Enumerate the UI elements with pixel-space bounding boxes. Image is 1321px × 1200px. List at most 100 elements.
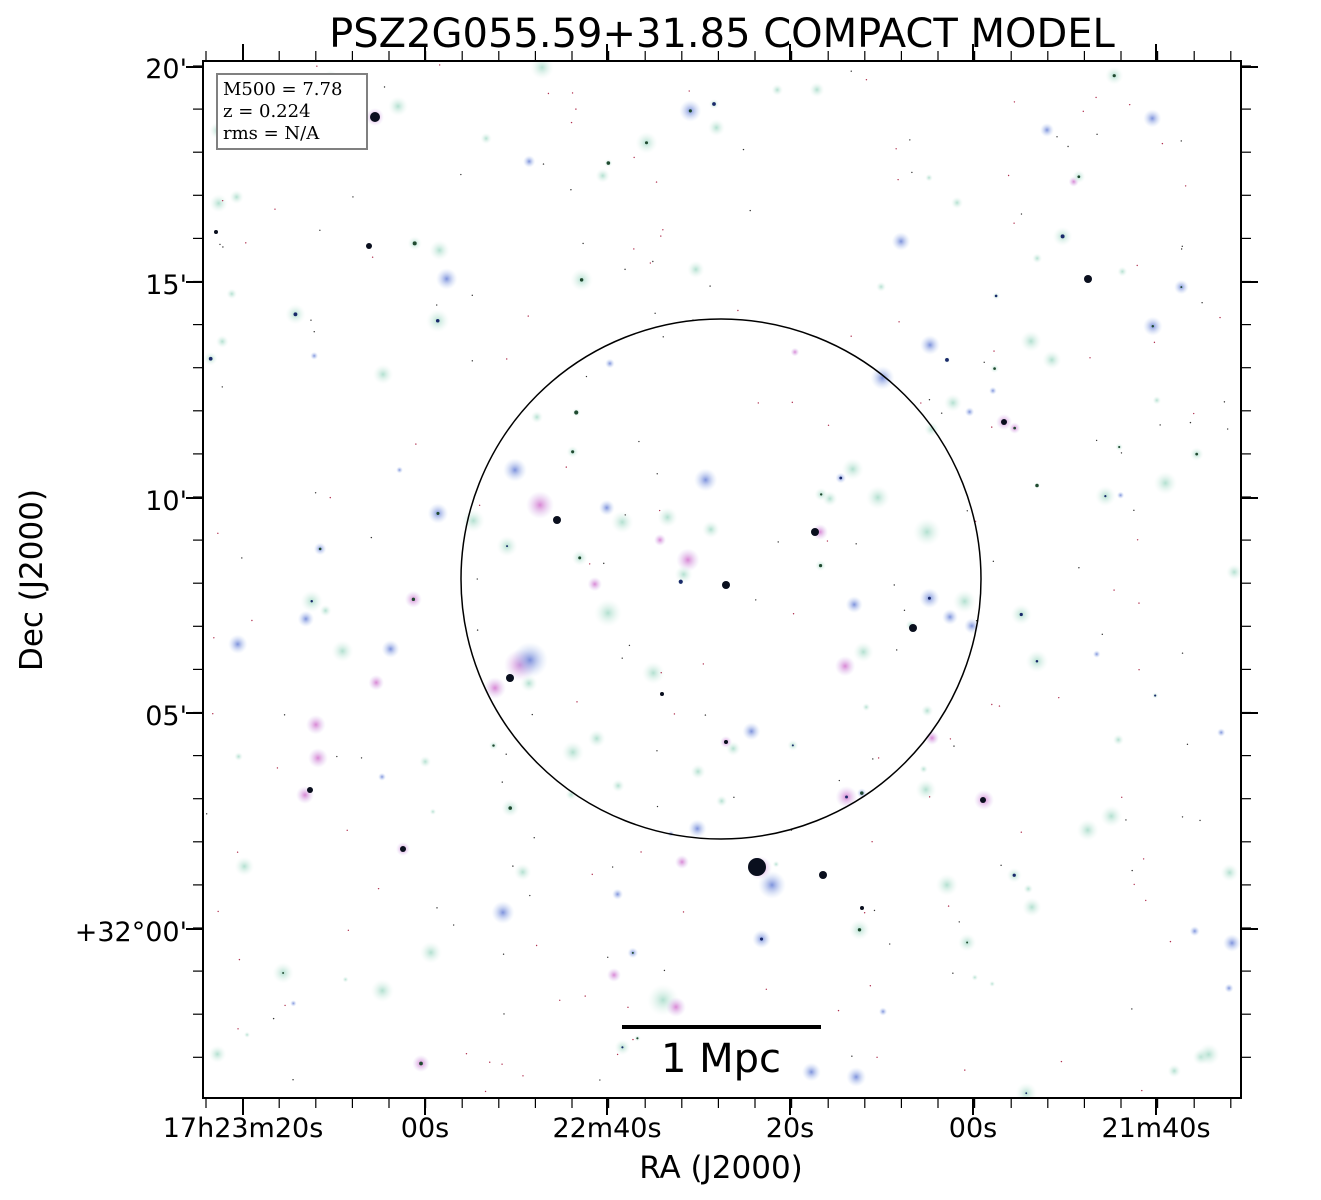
source-core <box>579 278 584 282</box>
radio-source <box>989 980 996 987</box>
source-core <box>757 402 760 404</box>
source-core <box>624 514 626 516</box>
info-redshift: z = 0.224 <box>223 101 311 122</box>
source-core <box>909 624 917 632</box>
extended-radio-source <box>594 599 622 627</box>
source-core <box>660 692 664 696</box>
source-core <box>662 336 664 338</box>
source-core <box>578 556 582 560</box>
source-core <box>1180 140 1182 142</box>
y-tick-label: 05' <box>145 701 187 732</box>
source-core <box>205 813 208 815</box>
source-core <box>662 229 664 231</box>
source-core <box>791 401 794 404</box>
source-core <box>1058 696 1060 699</box>
image-area <box>203 61 1241 1098</box>
radio-source <box>305 714 326 735</box>
source-core <box>221 199 224 202</box>
radio-source <box>809 82 825 98</box>
source-core <box>1184 185 1187 187</box>
source-core <box>1025 1092 1028 1095</box>
extended-radio-source <box>503 458 527 482</box>
source-core <box>370 536 373 539</box>
extended-radio-source <box>1040 123 1054 137</box>
source-core <box>898 321 900 323</box>
source-core <box>412 241 417 246</box>
source-core <box>400 846 406 852</box>
source-core <box>1161 142 1164 145</box>
radio-source <box>1117 266 1128 277</box>
source-core <box>531 713 533 716</box>
radio-source <box>952 589 977 614</box>
source-core <box>1112 74 1116 78</box>
source-core <box>1181 816 1184 818</box>
radio-source <box>429 240 450 261</box>
source-core <box>656 805 659 808</box>
source-core <box>636 1037 639 1040</box>
radio-source <box>342 976 349 983</box>
radio-source <box>1189 926 1200 937</box>
source-core <box>920 402 922 404</box>
source-core <box>251 619 253 622</box>
source-core <box>855 543 857 545</box>
source-core <box>983 361 985 364</box>
source-core <box>993 350 995 352</box>
source-core <box>522 1075 524 1077</box>
radio-source <box>1015 1082 1037 1098</box>
source-core <box>553 516 561 524</box>
source-core <box>214 230 218 234</box>
radio-source <box>290 1000 297 1007</box>
source-core <box>503 1013 505 1015</box>
radio-source <box>688 819 707 838</box>
radio-source <box>715 795 728 807</box>
radio-source <box>514 863 532 881</box>
source-core <box>533 837 535 839</box>
source-core <box>928 796 931 798</box>
x-axis-label: RA (J2000) <box>639 1150 803 1186</box>
source-core <box>1118 445 1121 449</box>
radio-source <box>396 466 403 474</box>
source-core <box>336 755 338 758</box>
y-tick-label: +32°00' <box>75 917 187 948</box>
source-core <box>827 424 830 426</box>
radio-source <box>865 485 890 510</box>
source-core <box>1181 245 1183 248</box>
source-core <box>236 851 239 853</box>
source-core <box>611 866 614 868</box>
source-core <box>638 440 640 443</box>
source-core <box>964 1069 966 1071</box>
source-core <box>850 335 852 337</box>
source-core <box>765 988 768 991</box>
source-core <box>1084 275 1092 283</box>
source-core <box>329 496 331 499</box>
source-core <box>777 541 779 543</box>
source-core <box>1142 858 1145 860</box>
source-core <box>221 386 223 388</box>
source-core <box>542 163 545 165</box>
source-core <box>1060 234 1065 239</box>
source-core <box>310 600 313 603</box>
source-core <box>1145 899 1147 902</box>
source-core <box>949 738 952 740</box>
source-core <box>649 262 652 264</box>
source-core <box>911 171 913 174</box>
source-core <box>688 90 690 92</box>
source-core <box>484 1090 487 1093</box>
source-core <box>1189 421 1192 424</box>
source-core <box>435 318 440 323</box>
radio-source <box>229 189 244 205</box>
radio-source <box>1042 350 1062 370</box>
radio-source <box>419 941 442 964</box>
radio-source <box>1112 734 1124 746</box>
source-core <box>1154 694 1157 697</box>
source-core <box>633 156 635 159</box>
source-core <box>284 1004 286 1007</box>
source-core <box>624 268 626 271</box>
source-core <box>346 829 348 832</box>
source-core <box>903 609 906 612</box>
source-core <box>966 510 968 512</box>
radio-source <box>657 507 678 528</box>
source-core <box>632 1038 634 1041</box>
source-core <box>1095 439 1098 442</box>
radio-source <box>935 873 959 897</box>
